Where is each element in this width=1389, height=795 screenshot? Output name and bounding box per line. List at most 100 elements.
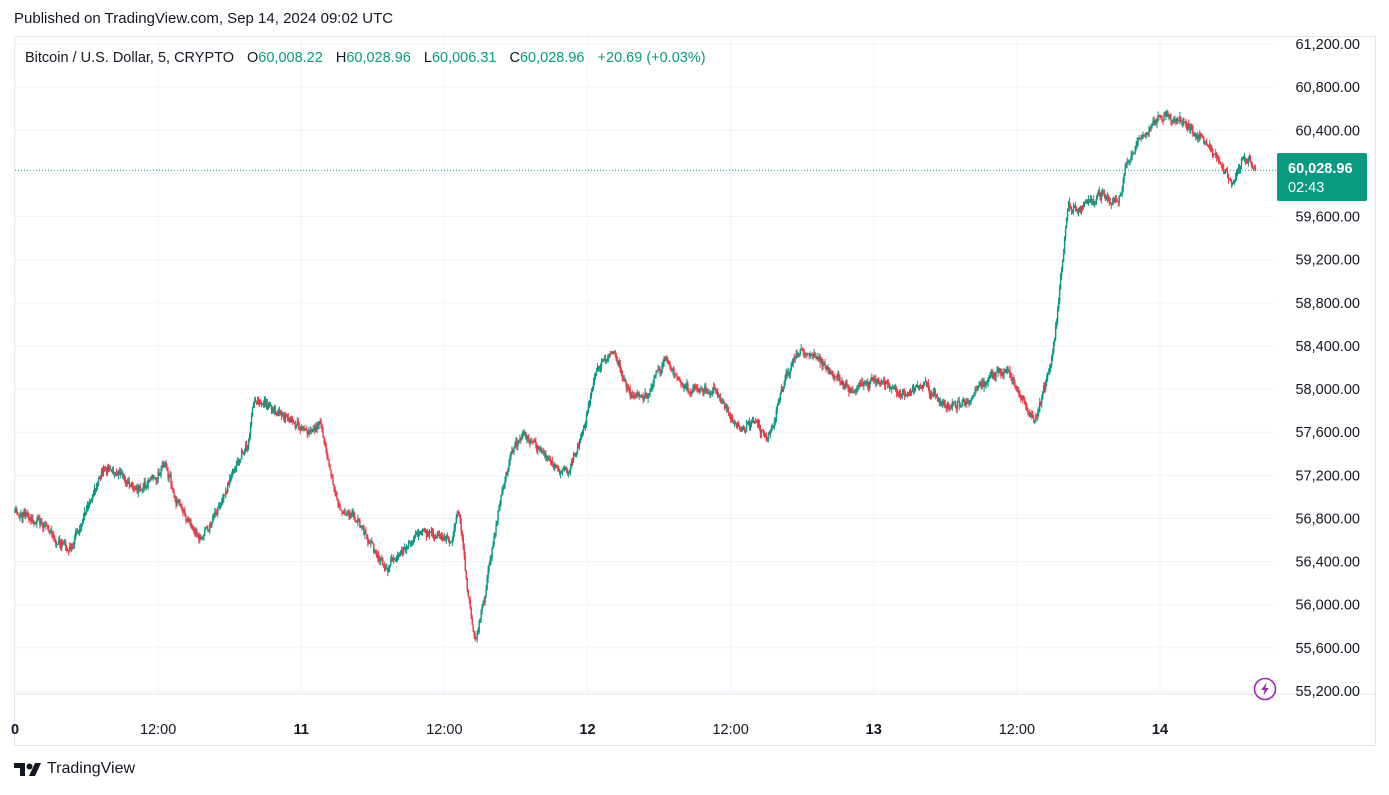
candle-body <box>393 559 396 561</box>
candle-body <box>81 520 84 525</box>
candle-body <box>819 355 821 363</box>
candle-body <box>470 607 472 619</box>
candle-body <box>791 363 793 365</box>
candle-body <box>620 371 622 373</box>
candle-body <box>1197 134 1199 139</box>
candle-body <box>427 531 430 536</box>
candle-body <box>1249 157 1252 163</box>
candle-body <box>1218 161 1221 163</box>
candle-body <box>476 632 478 640</box>
candle-body <box>153 477 155 479</box>
tradingview-footer[interactable]: TradingView <box>14 760 135 778</box>
candle-body <box>29 518 31 520</box>
candle-body <box>619 364 621 372</box>
candle-body <box>966 401 968 404</box>
candle-body <box>771 427 774 429</box>
candle-body <box>438 534 441 537</box>
candle-body <box>326 451 328 458</box>
candle-body <box>41 521 43 523</box>
candle-body <box>1181 121 1183 124</box>
candle-body <box>648 393 650 395</box>
candle-body <box>80 524 83 528</box>
candle-body <box>389 565 391 569</box>
candle-body <box>348 513 350 517</box>
candle-body <box>1213 153 1216 155</box>
candle-body <box>927 383 930 390</box>
candle-body <box>968 401 970 403</box>
candle-body <box>183 510 185 513</box>
candle-body <box>989 373 991 379</box>
candle-body <box>1112 199 1114 203</box>
candle-body <box>709 392 711 395</box>
candle-body <box>622 378 624 380</box>
candle-body <box>1094 201 1097 203</box>
candle-body <box>750 422 753 425</box>
candle-body <box>977 386 979 390</box>
candle-body <box>92 492 95 495</box>
candle-body <box>767 434 770 440</box>
bar-countdown: 02:43 <box>1288 180 1325 196</box>
candle-body <box>436 532 439 537</box>
candle-body <box>987 379 989 383</box>
candle-body <box>557 468 560 472</box>
candle-body <box>572 454 575 462</box>
candle-body <box>855 389 857 392</box>
candle-body <box>632 396 634 398</box>
candle-body <box>328 459 330 467</box>
candle-body <box>546 456 548 458</box>
candle-body <box>64 542 67 547</box>
candle-body <box>562 469 565 471</box>
candle-body <box>534 440 536 442</box>
candle-body <box>406 546 409 549</box>
candle-body <box>897 395 900 397</box>
candle-body <box>797 354 799 357</box>
candle-body <box>1069 208 1072 210</box>
candle-body <box>732 421 735 424</box>
symbol-label[interactable]: Bitcoin / U.S. Dollar, 5, CRYPTO <box>25 50 234 66</box>
candle-body <box>690 392 692 395</box>
candle-body <box>296 421 298 426</box>
candle-body <box>871 377 873 381</box>
candle-body <box>1229 178 1232 181</box>
candle-body <box>466 579 468 590</box>
candle-body <box>974 388 976 394</box>
candle-body <box>565 467 568 471</box>
candle-body <box>1170 115 1172 121</box>
high-label: H <box>335 50 347 66</box>
candle-body <box>612 352 615 355</box>
candle-body <box>583 427 586 429</box>
candle-body <box>341 510 343 512</box>
candle-body <box>749 424 752 428</box>
candle-body <box>740 429 743 431</box>
candle-body <box>1067 201 1070 209</box>
candle-body <box>1044 382 1047 390</box>
candle-body <box>297 421 299 426</box>
candle-body <box>675 373 677 375</box>
candle-body <box>745 424 748 432</box>
candle-body <box>333 484 335 488</box>
candle-body <box>1145 132 1147 138</box>
candle-body <box>766 439 769 441</box>
candle-body <box>23 511 25 516</box>
candle-body <box>548 459 550 461</box>
candle-body <box>223 494 225 500</box>
candle-body <box>28 516 30 520</box>
candle-body <box>939 401 942 403</box>
candle-body <box>217 507 219 515</box>
candle-body <box>923 382 926 386</box>
candle-body <box>127 481 130 483</box>
candle-body <box>298 425 300 428</box>
candle-body <box>1012 377 1014 380</box>
candle-body <box>1227 177 1230 180</box>
candle-body <box>122 474 125 476</box>
candle-body <box>500 495 502 503</box>
lightning-bolt-icon[interactable] <box>1253 677 1277 701</box>
candle-body <box>390 560 392 566</box>
candle-body <box>1066 208 1069 219</box>
candle-body <box>1088 200 1091 202</box>
candle-body <box>160 468 162 475</box>
candle-body <box>847 385 849 389</box>
candle-body <box>269 404 272 406</box>
candle-body <box>627 385 629 388</box>
